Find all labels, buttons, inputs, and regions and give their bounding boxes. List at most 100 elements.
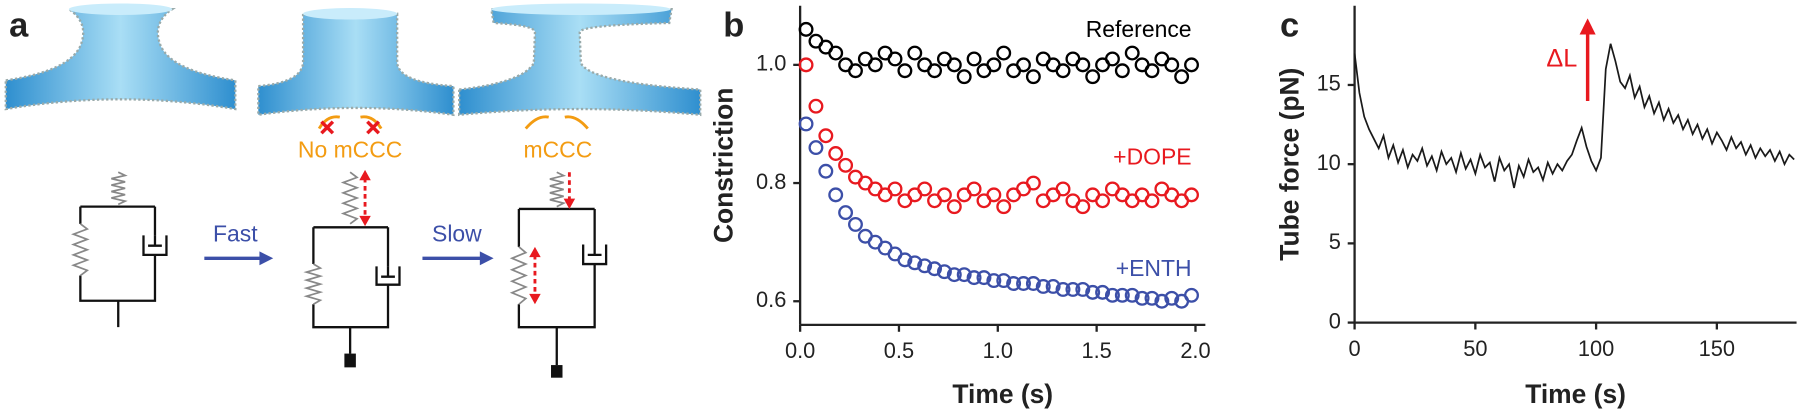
data-point [1065,281,1081,297]
data-point [1095,284,1111,300]
data-point [897,63,913,79]
data-point [808,140,824,156]
y-tick-label: 1.0 [756,51,786,76]
data-point [1035,279,1051,294]
data-point [1144,290,1160,306]
load-weight [344,353,356,368]
series-label: +ENTH [1116,255,1192,281]
data-point [808,98,824,114]
x-axis-label: Time (s) [952,379,1053,409]
chart: b 0.0 0.5 1.0 1.5 2.0 0.6 0.8 1.0 Time (s) Constri… [708,5,1211,409]
load-weight [551,365,563,378]
data-point [907,255,923,271]
data-point [956,267,972,283]
panel-label: a [9,7,29,45]
data-point [828,146,844,161]
circuit [79,205,608,366]
label-fast: Fast [213,220,258,246]
data-point [1164,57,1180,73]
data-point [1085,69,1101,85]
annotation: ΔL [1546,44,1577,72]
y-tick-label: 0.8 [756,169,786,194]
data-point [976,270,992,286]
data-point [1045,279,1061,294]
data-point [848,216,863,232]
label-slow: Slow [432,220,482,246]
data-point [867,57,883,73]
x-tick-label: 1.0 [983,338,1013,363]
x-tick-label: 0 [1349,336,1361,361]
data-point [1124,45,1140,61]
data-point [966,181,982,197]
annotation-arrowhead [1579,18,1596,35]
data-point [1075,57,1091,73]
y-tick-label: 5 [1329,229,1341,254]
data-point [1075,281,1091,297]
spring [340,171,360,225]
data-point [838,157,854,173]
data-point [966,270,982,286]
membrane-neck [458,8,702,117]
data-point [1154,293,1170,309]
data-point [996,199,1012,215]
data-point [1085,284,1101,300]
data-point [887,181,903,197]
data-point [897,252,913,268]
x-tick-label: 1.5 [1081,338,1111,363]
neck-rim [68,3,173,15]
charts: b 0.0 0.5 1.0 1.5 2.0 0.6 0.8 1.0 Time (s) Constri… [708,5,1797,409]
x-axis-label: Time (s) [1525,379,1626,409]
data-point [798,57,814,73]
data-point [1025,175,1041,191]
x-tick-label: 0.5 [884,338,914,363]
data-point [1075,199,1091,215]
blocked-marks [320,120,381,135]
data-point [1184,57,1199,73]
data-point [986,273,1002,289]
data-point [946,57,962,73]
data-point [986,57,1002,73]
data-point [927,63,943,79]
panel-label: c [1280,7,1299,45]
x-tick-label: 150 [1699,336,1735,361]
data-point [946,199,962,215]
panel-label: b [723,7,744,45]
data-point [996,273,1012,289]
lipid-flow-arrows [317,115,589,130]
data-point [1055,281,1071,297]
stretch-arrows [359,169,576,305]
data-point [1025,69,1041,85]
data-point [848,63,863,79]
panel-a: a No mCCC mCCC Fast Slow [4,3,702,378]
data-point [946,267,962,283]
data-point [917,258,933,274]
data-point [887,51,903,67]
data-point [1134,290,1150,306]
data-point [1104,51,1120,67]
data-point [956,69,972,85]
data-point [1184,187,1199,203]
spring [549,171,567,208]
data-point [798,21,814,37]
data-point [1055,181,1071,197]
data-point [1016,276,1031,291]
data-point [996,45,1012,61]
springs [71,171,567,305]
chart: c 0 50 100 150 0 5 10 15 Time (s) Tube force (pN) Δ… [1274,5,1797,409]
data-point [1025,276,1041,291]
data-point [1114,287,1130,303]
membrane-neck [257,12,455,117]
y-axis-label: Tube force (pN) [1274,68,1304,261]
series-label: +DOPE [1113,143,1191,169]
data-point [1114,63,1130,79]
data-point [1006,276,1022,291]
data-point [1174,69,1190,85]
step-arrows [204,251,494,266]
data-point [1124,287,1140,303]
y-tick-label: 15 [1317,71,1341,96]
data-point [798,116,814,132]
x-tick-label: 0.0 [785,338,815,363]
x-tick-label: 50 [1463,336,1487,361]
